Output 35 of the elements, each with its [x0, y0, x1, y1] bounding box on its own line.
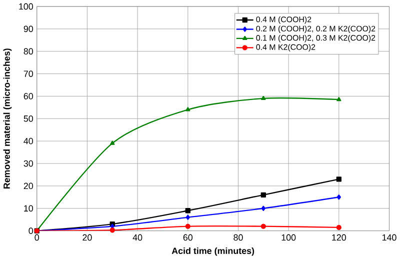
y-tick-label: 30: [24, 160, 34, 167]
y-tick-label: 0: [28, 228, 34, 234]
y-tick-label: 40: [24, 138, 34, 144]
y-tick-label: 90: [24, 26, 34, 32]
x-tick-label: 120: [332, 234, 346, 241]
point: [260, 224, 266, 229]
x-tick-label: 20: [82, 234, 92, 241]
point: [336, 224, 342, 230]
x-tick-label: 140: [382, 234, 396, 241]
x-tick-label: 100: [282, 234, 296, 241]
point: [186, 107, 190, 112]
point: [260, 192, 266, 198]
point: [261, 206, 266, 211]
point: [336, 96, 342, 102]
x-tick-label: 60: [183, 234, 193, 241]
y-axis-title: Removed material (micro-inches): [3, 48, 12, 189]
point: [336, 194, 341, 200]
x-tick-label: 80: [234, 234, 243, 241]
y-tick-label: 100: [19, 3, 34, 10]
y-tick-label: 70: [24, 70, 34, 77]
y-tick-label: 50: [24, 115, 34, 122]
point: [336, 176, 342, 182]
x-tick-label: 0: [34, 234, 40, 241]
point: [110, 140, 115, 145]
y-tick-label: 10: [24, 205, 34, 212]
x-tick-label: 40: [132, 234, 142, 241]
point: [185, 224, 190, 229]
point: [185, 208, 190, 214]
x-axis-title: Acid time (minutes): [172, 247, 254, 256]
y-tick-label: 20: [24, 182, 34, 190]
y-tick-label: 60: [24, 93, 34, 100]
point: [186, 214, 190, 220]
y-tick-label: 80: [24, 48, 34, 54]
point: [110, 228, 115, 233]
point: [261, 96, 266, 100]
